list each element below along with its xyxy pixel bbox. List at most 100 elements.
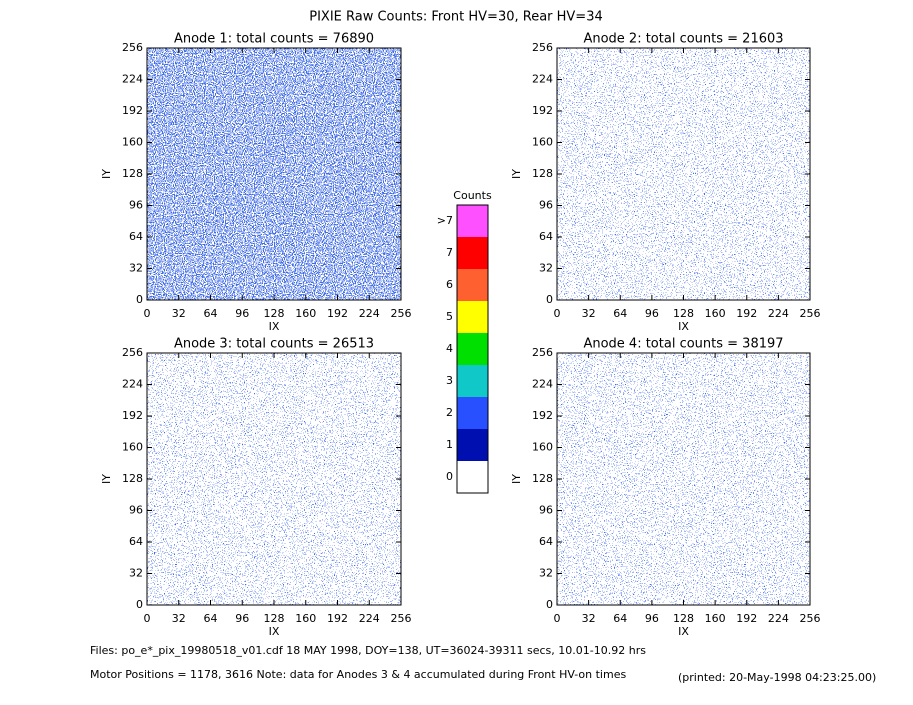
- x-tick-label: 64: [613, 307, 627, 320]
- x-tick-label: 128: [673, 612, 694, 625]
- x-tick-label: 0: [144, 307, 151, 320]
- colorbar-title: Counts: [453, 189, 492, 202]
- panel-title: Anode 3: total counts = 26513: [174, 337, 374, 352]
- x-tick-label: 256: [800, 307, 821, 320]
- y-tick-label: 64: [129, 230, 143, 243]
- footer-printed: (printed: 20-May-1998 04:23:25.00): [678, 671, 876, 684]
- colorbar-label: 3: [446, 374, 453, 387]
- panel-title: Anode 4: total counts = 38197: [583, 337, 783, 352]
- y-tick-label: 0: [136, 293, 143, 306]
- y-tick-label: 96: [129, 504, 143, 517]
- colorbar-label: 0: [446, 470, 453, 483]
- x-tick-label: 32: [172, 307, 186, 320]
- y-tick-label: 32: [539, 262, 553, 275]
- heatmap-image: [557, 48, 810, 300]
- panel-title: Anode 1: total counts = 76890: [174, 32, 374, 47]
- x-tick-label: 192: [736, 612, 757, 625]
- y-tick-label: 32: [129, 567, 143, 580]
- x-tick-label: 0: [554, 307, 561, 320]
- x-tick-label: 160: [705, 307, 726, 320]
- y-tick-label: 160: [122, 136, 143, 149]
- y-tick-label: 128: [532, 167, 553, 180]
- footer-motor: Motor Positions = 1178, 3616 Note: data …: [90, 668, 626, 681]
- colorbar-label: >7: [437, 214, 453, 227]
- y-tick-label: 224: [532, 73, 553, 86]
- colorbar-label: 7: [446, 246, 453, 259]
- y-tick-label: 32: [539, 567, 553, 580]
- x-tick-label: 160: [295, 612, 316, 625]
- y-tick-label: 192: [532, 409, 553, 422]
- x-tick-label: 224: [359, 612, 380, 625]
- y-axis-label: IY: [510, 474, 523, 484]
- x-tick-label: 0: [554, 612, 561, 625]
- x-tick-label: 64: [204, 612, 218, 625]
- y-tick-label: 96: [539, 199, 553, 212]
- colorbar-label: 5: [446, 310, 453, 323]
- x-axis-label: IX: [678, 320, 689, 333]
- x-tick-label: 160: [705, 612, 726, 625]
- x-tick-label: 96: [645, 307, 659, 320]
- x-tick-label: 32: [582, 612, 596, 625]
- y-tick-label: 160: [532, 136, 553, 149]
- y-tick-label: 224: [532, 378, 553, 391]
- y-tick-label: 64: [129, 535, 143, 548]
- x-axis-label: IX: [269, 625, 280, 638]
- y-tick-label: 0: [546, 293, 553, 306]
- x-tick-label: 64: [204, 307, 218, 320]
- colorbar-label: 1: [446, 438, 453, 451]
- y-tick-label: 160: [122, 441, 143, 454]
- colorbar-cell: [457, 365, 488, 397]
- y-tick-label: 224: [122, 73, 143, 86]
- colorbar-cell: [457, 269, 488, 301]
- colorbar-cell: [457, 461, 488, 493]
- y-tick-label: 192: [532, 104, 553, 117]
- x-tick-label: 192: [327, 307, 348, 320]
- colorbar-cell: [457, 301, 488, 333]
- colorbar-label: 2: [446, 406, 453, 419]
- x-tick-label: 256: [391, 307, 412, 320]
- y-tick-label: 96: [539, 504, 553, 517]
- y-tick-label: 256: [122, 346, 143, 359]
- y-tick-label: 32: [129, 262, 143, 275]
- y-tick-label: 256: [122, 41, 143, 54]
- x-tick-label: 224: [768, 307, 789, 320]
- x-tick-label: 256: [391, 612, 412, 625]
- x-tick-label: 96: [235, 307, 249, 320]
- x-tick-label: 192: [736, 307, 757, 320]
- x-axis-label: IX: [678, 625, 689, 638]
- x-tick-label: 64: [613, 612, 627, 625]
- x-tick-label: 256: [800, 612, 821, 625]
- x-tick-label: 160: [295, 307, 316, 320]
- heatmap-image: [147, 48, 401, 300]
- x-tick-label: 32: [172, 612, 186, 625]
- y-tick-label: 128: [122, 167, 143, 180]
- colorbar-label: 6: [446, 278, 453, 291]
- y-axis-label: IY: [510, 169, 523, 179]
- panel-title: Anode 2: total counts = 21603: [583, 32, 783, 47]
- y-tick-label: 96: [129, 199, 143, 212]
- heatmap-image: [557, 353, 810, 605]
- footer-files: Files: po_e*_pix_19980518_v01.cdf 18 MAY…: [90, 644, 646, 657]
- y-tick-label: 0: [136, 598, 143, 611]
- x-axis-label: IX: [269, 320, 280, 333]
- y-axis-label: IY: [100, 169, 113, 179]
- x-tick-label: 0: [144, 612, 151, 625]
- x-tick-label: 128: [264, 612, 285, 625]
- colorbar-cell: [457, 429, 488, 461]
- x-tick-label: 192: [327, 612, 348, 625]
- colorbar-frame: [456, 204, 489, 494]
- x-tick-label: 96: [235, 612, 249, 625]
- y-tick-label: 192: [122, 104, 143, 117]
- x-tick-label: 224: [359, 307, 380, 320]
- y-axis-label: IY: [100, 474, 113, 484]
- figure-title: PIXIE Raw Counts: Front HV=30, Rear HV=3…: [309, 10, 603, 25]
- x-tick-label: 224: [768, 612, 789, 625]
- y-tick-label: 0: [546, 598, 553, 611]
- y-tick-label: 192: [122, 409, 143, 422]
- colorbar-cell: [457, 333, 488, 365]
- y-tick-label: 128: [532, 472, 553, 485]
- y-tick-label: 64: [539, 535, 553, 548]
- y-tick-label: 224: [122, 378, 143, 391]
